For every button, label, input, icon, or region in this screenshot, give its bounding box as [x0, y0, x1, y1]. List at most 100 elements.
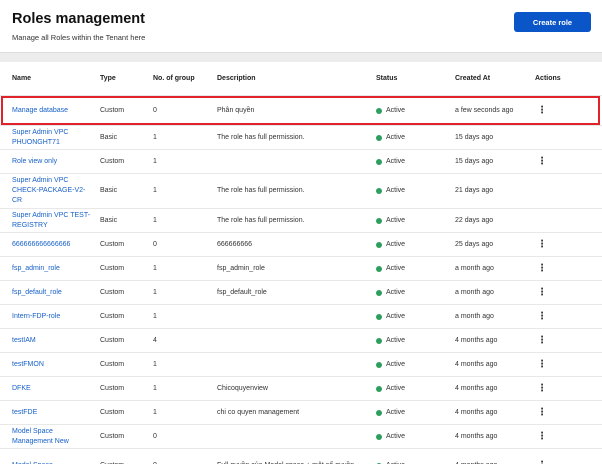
more-actions-icon[interactable]: ⋮ [537, 334, 547, 346]
created-at: 4 months ago [455, 384, 498, 392]
created-at: 21 days ago [455, 187, 494, 194]
group-count: 1 [153, 187, 157, 194]
role-name-link[interactable]: Model Space Management New [12, 427, 69, 445]
column-created: Created At [455, 75, 491, 82]
role-name-link[interactable]: Manage database [12, 106, 69, 114]
table-row[interactable]: testIAM Custom 4 4 months ago Active ⋮ [0, 328, 602, 352]
status-label: Active [386, 264, 406, 272]
status-label: Active [386, 216, 406, 224]
status-dot-icon [376, 217, 382, 224]
created-at: a month ago [455, 312, 494, 320]
created-at: 4 months ago [455, 336, 498, 344]
role-name-link[interactable]: DFKE [12, 384, 31, 392]
table-row[interactable]: Manage database Custom 0 Phân quyền a few se… [0, 95, 602, 125]
table-row[interactable]: Super Admin VPC PHUONGHT71 Basic 1 The role… [0, 125, 602, 149]
more-actions-icon[interactable]: ⋮ [537, 286, 547, 298]
group-count: 1 [153, 157, 157, 165]
role-type: Custom [100, 264, 125, 272]
status-badge: Active [376, 264, 405, 274]
status-label: Active [386, 157, 406, 165]
more-actions-icon[interactable]: ⋮ [537, 104, 547, 116]
table-row[interactable]: fsp_admin_role Custom 1 fsp_admin_role a mon… [0, 256, 602, 280]
more-actions-icon[interactable]: ⋮ [537, 155, 547, 167]
role-description: 666666666 [217, 240, 253, 248]
role-type: Custom [100, 240, 125, 248]
status-badge: Active [376, 106, 405, 116]
role-type: Custom [100, 288, 125, 296]
role-type: Custom [100, 157, 125, 165]
table-row[interactable]: Super Admin VPC CHECK-PACKAGE-V2-CR Basic… [0, 173, 602, 208]
created-at: 4 months ago [455, 432, 498, 440]
role-name-link[interactable]: Super Admin VPC PHUONGHT71 [12, 128, 69, 146]
more-actions-icon[interactable]: ⋮ [537, 310, 547, 322]
role-type: Custom [100, 312, 125, 320]
role-name-link[interactable]: testFMON [12, 360, 44, 368]
table-row[interactable]: DFKE Custom 1 Chicoquyenview 4 months ago Act… [0, 376, 602, 400]
created-at: a month ago [455, 288, 494, 296]
status-badge: Active [376, 432, 405, 442]
status-dot-icon [376, 337, 382, 344]
table-row[interactable]: Model Space Custom 0 Full quyền của Model s… [0, 448, 602, 464]
role-name-link[interactable]: Super Admin VPC CHECK-PACKAGE-V2-CR [12, 177, 86, 204]
table-row[interactable]: Super Admin VPC TEST-REGISTRY Basic 1 The r… [0, 208, 602, 232]
status-label: Active [386, 461, 405, 464]
more-actions-icon[interactable]: ⋮ [537, 460, 547, 464]
more-actions-icon[interactable]: ⋮ [537, 430, 547, 442]
role-description: The role has full permission. [217, 216, 305, 224]
more-actions-icon[interactable]: ⋮ [537, 406, 547, 418]
column-description: Description [217, 75, 256, 82]
more-actions-icon[interactable]: ⋮ [537, 382, 547, 394]
status-dot-icon [376, 134, 382, 141]
status-dot-icon [376, 313, 382, 320]
role-name-link[interactable]: 666666666666666 [12, 240, 71, 248]
table-row[interactable]: 666666666666666 Custom 0 666666666 25 days a… [0, 232, 602, 256]
more-actions-icon[interactable]: ⋮ [537, 262, 547, 274]
role-name-link[interactable]: fsp_admin_role [12, 264, 60, 272]
table-row[interactable]: Intern-FDP-role Custom 1 a month ago Active ⋮ [0, 304, 602, 328]
created-at: 4 months ago [455, 408, 498, 416]
role-description: Full quyền của Model space + một số quyề… [217, 461, 367, 464]
table-row[interactable]: Role view only Custom 1 15 days ago Active ⋮ [0, 149, 602, 173]
role-type: Custom [100, 408, 125, 416]
status-dot-icon [376, 107, 382, 114]
role-name-link[interactable]: Role view only [12, 157, 58, 165]
table-row[interactable]: testFDE Custom 1 chi co quyen management 4 m… [0, 400, 602, 424]
status-badge: Active [376, 133, 405, 143]
more-actions-icon[interactable]: ⋮ [537, 358, 547, 370]
create-role-button[interactable]: Create role [514, 12, 591, 32]
role-name-link[interactable]: Super Admin VPC TEST-REGISTRY [12, 211, 91, 229]
group-count: 1 [153, 264, 157, 272]
created-at: 4 months ago [455, 360, 498, 368]
role-type: Custom [100, 106, 125, 114]
status-label: Active [386, 240, 406, 248]
role-name-link[interactable]: Intern-FDP-role [12, 312, 61, 320]
group-count: 1 [153, 312, 157, 320]
role-type: Basic [100, 216, 118, 224]
status-label: Active [386, 133, 406, 141]
status-dot-icon [376, 409, 382, 416]
status-dot-icon [376, 433, 382, 440]
status-badge: Active [376, 461, 405, 464]
status-dot-icon [376, 241, 382, 248]
status-badge: Active [376, 336, 405, 346]
role-name-link[interactable]: Model Space [12, 461, 94, 464]
more-actions-icon[interactable]: ⋮ [537, 238, 547, 250]
status-badge: Active [376, 312, 405, 322]
role-name-link[interactable]: testIAM [12, 336, 36, 344]
table-row[interactable]: testFMON Custom 1 4 months ago Active ⋮ [0, 352, 602, 376]
status-badge: Active [376, 216, 405, 226]
table-row[interactable]: fsp_default_role Custom 1 fsp_default_role a… [0, 280, 602, 304]
status-label: Active [386, 432, 406, 440]
role-type: Custom [100, 336, 125, 344]
status-dot-icon [376, 385, 382, 392]
role-name-link[interactable]: fsp_default_role [12, 288, 62, 296]
status-dot-icon [376, 462, 382, 464]
column-groups: No. of group [153, 75, 195, 82]
group-count: 0 [153, 240, 157, 248]
table-row[interactable]: Model Space Management New Custom 0 4 month… [0, 424, 602, 448]
group-count: 1 [153, 216, 157, 224]
status-dot-icon [376, 265, 382, 272]
status-label: Active [386, 336, 406, 344]
role-type: Basic [100, 187, 118, 194]
role-name-link[interactable]: testFDE [12, 408, 38, 416]
